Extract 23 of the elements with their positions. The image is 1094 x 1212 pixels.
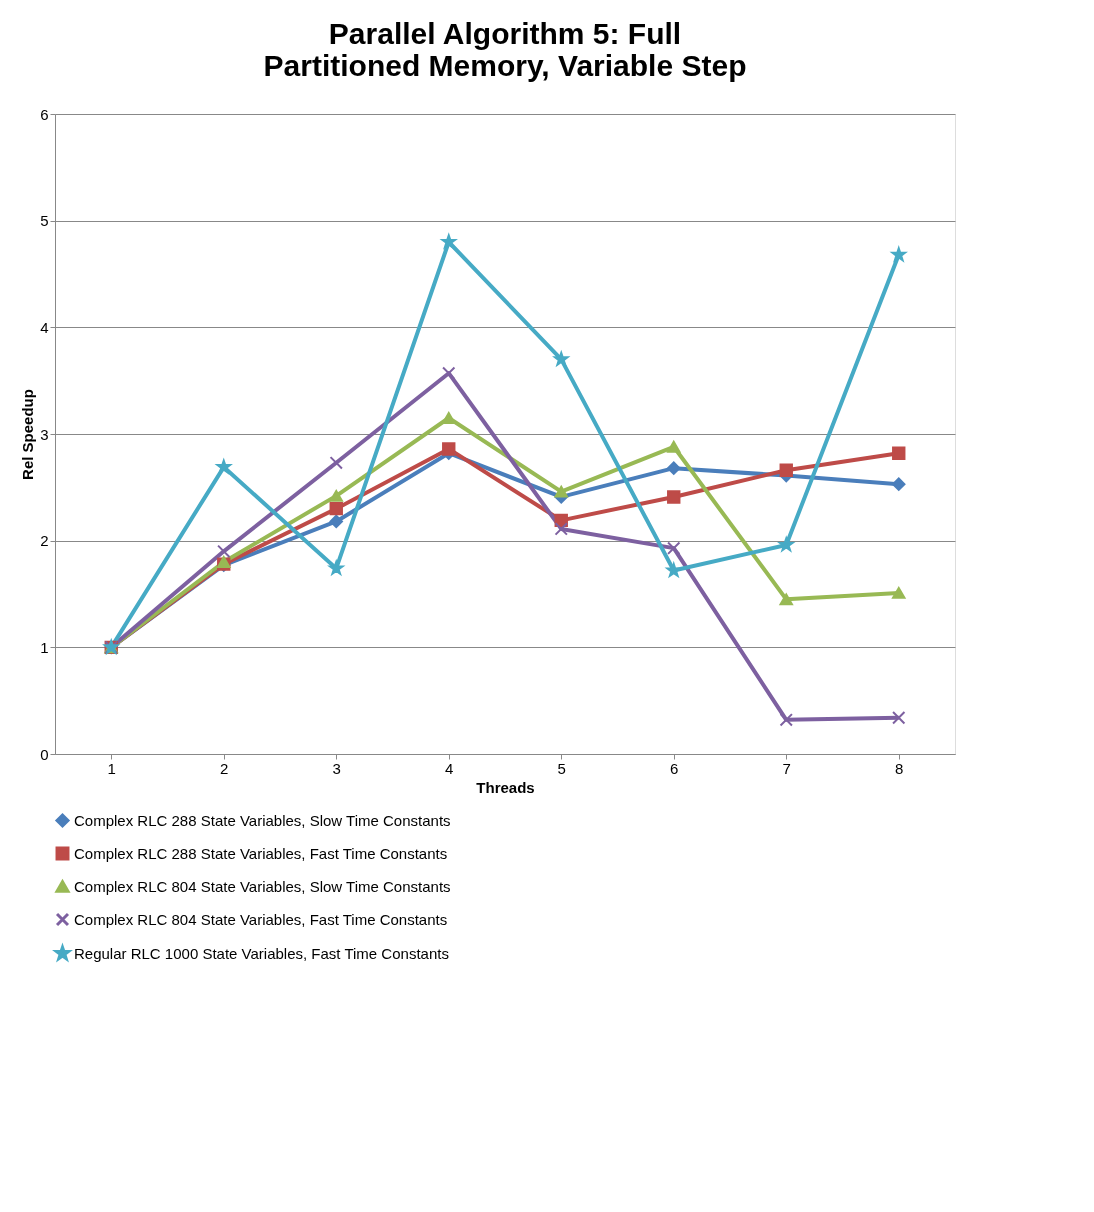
legend-label: Regular RLC 1000 State Variables, Fast Time Constants bbox=[74, 944, 449, 962]
x-tick-label: 4 bbox=[445, 759, 454, 777]
y-tick-label: 2 bbox=[40, 532, 49, 550]
x-tick-label: 5 bbox=[557, 759, 566, 777]
x-tick-label: 3 bbox=[332, 759, 341, 777]
y-tick-label: 3 bbox=[40, 425, 49, 443]
y-tick-label: 4 bbox=[40, 318, 49, 336]
x-tick-label: 6 bbox=[670, 759, 679, 777]
legend-label: Complex RLC 288 State Variables, Fast Time Constants bbox=[74, 844, 448, 862]
y-tick-label: 0 bbox=[40, 745, 49, 763]
x-tick-label: 2 bbox=[220, 759, 229, 777]
y-tick-label: 5 bbox=[40, 212, 49, 230]
y-axis-title: Rel Speedup bbox=[19, 389, 37, 480]
y-tick-label: 6 bbox=[40, 105, 49, 123]
x-tick-label: 1 bbox=[107, 759, 116, 777]
x-tick-label: 8 bbox=[895, 759, 904, 777]
chart-title: Parallel Algorithm 5: Full Partitioned Memory, Variable Step bbox=[263, 17, 747, 82]
legend-label: Complex RLC 804 State Variables, Fast Time Constants bbox=[74, 910, 448, 928]
x-axis-title: Threads bbox=[476, 778, 535, 796]
x-tick-label: 7 bbox=[782, 759, 791, 777]
legend-label: Complex RLC 804 State Variables, Slow Time Constants bbox=[74, 877, 451, 895]
legend-label: Complex RLC 288 State Variables, Slow Time Constants bbox=[74, 811, 451, 829]
y-tick-label: 1 bbox=[40, 638, 49, 656]
